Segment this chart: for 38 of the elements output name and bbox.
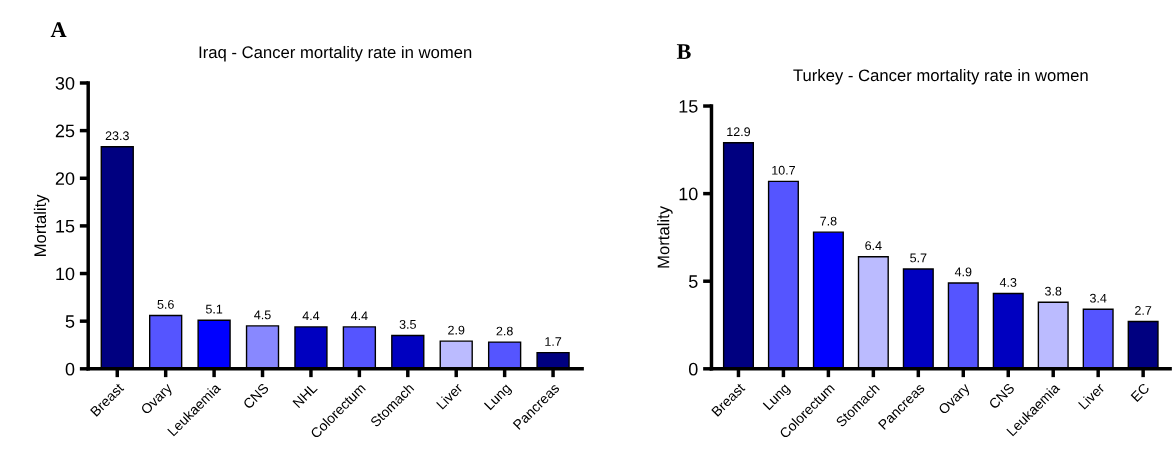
data-label: 4.5 <box>254 310 271 320</box>
data-label: 5.1 <box>205 304 223 314</box>
data-label: 4.4 <box>350 311 368 321</box>
data-label: 2.7 <box>1135 306 1152 315</box>
y-tick-label: 5 <box>65 315 75 328</box>
y-tick-label: 10 <box>679 187 698 201</box>
data-label: 4.9 <box>954 267 972 277</box>
y-tick-label: 10 <box>56 267 75 281</box>
data-label: 5.7 <box>910 253 927 263</box>
data-label: 4.4 <box>302 311 320 321</box>
data-label: 5.6 <box>157 299 174 309</box>
chart-title: Turkey - Cancer mortality rate in women <box>793 68 1088 85</box>
data-label: 2.9 <box>448 325 465 335</box>
data-label: 2.8 <box>496 326 513 336</box>
data-label: 1.7 <box>545 337 562 346</box>
y-tick-label: 15 <box>56 220 75 233</box>
y-tick-label: 5 <box>688 275 698 288</box>
y-axis-title: Mortality <box>657 205 673 268</box>
data-label: 3.8 <box>1045 286 1062 296</box>
y-tick-label: 30 <box>55 76 75 90</box>
y-tick-label: 0 <box>688 362 698 376</box>
y-tick-label: 25 <box>55 124 75 138</box>
data-label: 3.5 <box>399 319 416 329</box>
data-label: 10.7 <box>772 165 795 175</box>
text: A <box>50 22 67 37</box>
x-tick-label: EC <box>1130 382 1150 403</box>
y-tick-label: 0 <box>65 362 75 376</box>
y-tick-label: 15 <box>679 100 698 113</box>
data-label: 6.4 <box>865 241 882 251</box>
data-label: 12.9 <box>727 127 751 137</box>
data-label: 4.3 <box>999 277 1017 287</box>
data-label: 7.8 <box>820 216 837 226</box>
data-label: 23.3 <box>105 131 129 141</box>
y-tick-label: 20 <box>55 172 75 185</box>
text: B <box>676 44 691 59</box>
chart-title: Iraq - Cancer mortality rate in women <box>199 45 472 62</box>
y-axis-title: Mortality <box>33 194 50 257</box>
data-label: 3.4 <box>1089 293 1107 303</box>
